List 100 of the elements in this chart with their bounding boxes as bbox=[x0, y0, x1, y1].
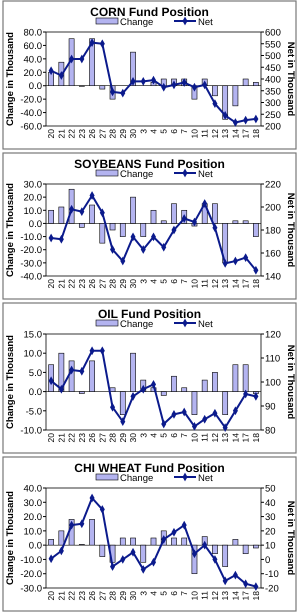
x-tick-label: 18 bbox=[250, 590, 261, 600]
chart-title: CORN Fund Position bbox=[90, 5, 209, 19]
x-tick-label: 18 bbox=[250, 278, 261, 288]
legend-label: Change bbox=[120, 169, 154, 180]
x-tick-label: 23 bbox=[76, 128, 87, 138]
x-tick-label: 13 bbox=[220, 590, 230, 600]
x-tick-label: 27 bbox=[97, 590, 108, 600]
x-tick-label: 10 bbox=[189, 128, 200, 138]
legend-label: Net bbox=[198, 473, 214, 484]
x-tick-label: 11 bbox=[200, 128, 210, 138]
y-tick-label: 10.0 bbox=[24, 348, 42, 360]
y-axis-title: Change in Thousand bbox=[5, 334, 16, 429]
y2-tick-label: 160 bbox=[265, 248, 281, 260]
y2-tick-label: 80 bbox=[265, 426, 276, 436]
x-tick-label: 28 bbox=[108, 590, 118, 600]
x-tick-label: 23 bbox=[76, 590, 87, 600]
x-tick-label: 7 bbox=[179, 278, 190, 284]
x-tick-label: 21 bbox=[56, 278, 66, 288]
y-tick-label: -5.0 bbox=[26, 406, 42, 418]
x-tick-label: 11 bbox=[200, 590, 210, 600]
x-tick-label: 30 bbox=[128, 590, 138, 600]
y-tick-label: -20.0 bbox=[20, 94, 42, 106]
y-tick-label: -40.0 bbox=[20, 272, 42, 282]
y-tick-label: -10.0 bbox=[20, 232, 42, 244]
y-axis-title: Change in Thousand bbox=[5, 32, 16, 126]
x-tick-label: 7 bbox=[179, 432, 190, 438]
x-tick-label: 4 bbox=[148, 128, 158, 134]
y2-tick-label: -10 bbox=[265, 569, 279, 580]
x-tick-label: 6 bbox=[168, 432, 179, 438]
x-tick-label: 22 bbox=[66, 590, 77, 600]
x-tick-label: 10 bbox=[189, 432, 200, 442]
x-tick-label: 7 bbox=[179, 128, 190, 134]
y2-tick-label: 350 bbox=[265, 86, 281, 98]
y-tick-label: 0.0 bbox=[28, 540, 42, 552]
y2-axis-title: Net in Thousand bbox=[285, 192, 296, 268]
x-tick-label: 3 bbox=[138, 128, 148, 134]
x-tick-label: 23 bbox=[76, 432, 87, 442]
legend-label: Change bbox=[120, 473, 154, 484]
y-tick-label: 0.0 bbox=[28, 81, 42, 92]
x-tick-label: 18 bbox=[250, 128, 261, 138]
y-tick-label: 30.0 bbox=[24, 498, 42, 509]
y-tick-label: -10.0 bbox=[20, 426, 42, 436]
legend-label: Net bbox=[198, 319, 214, 330]
x-tick-label: 5 bbox=[158, 278, 169, 284]
chart-title: SOYBEANS Fund Position bbox=[74, 157, 225, 171]
y2-tick-label: 30 bbox=[265, 512, 276, 524]
x-tick-label: 29 bbox=[118, 432, 128, 442]
x-tick-label: 5 bbox=[158, 128, 169, 134]
x-tick-label: 26 bbox=[87, 128, 98, 138]
x-tick-label: 27 bbox=[97, 278, 108, 288]
x-tick-label: 22 bbox=[66, 128, 77, 138]
y2-tick-label: 40 bbox=[265, 498, 276, 509]
x-tick-label: 17 bbox=[240, 278, 251, 288]
x-tick-label: 12 bbox=[210, 432, 220, 442]
x-tick-label: 22 bbox=[66, 278, 77, 288]
x-tick-label: 4 bbox=[148, 278, 158, 284]
x-tick-label: 20 bbox=[46, 278, 56, 288]
x-tick-label: 28 bbox=[108, 432, 118, 442]
x-tick-label: 28 bbox=[108, 278, 118, 288]
y-tick-label: 0.0 bbox=[28, 387, 42, 398]
x-tick-label: 27 bbox=[97, 432, 108, 442]
y-tick-label: 80.0 bbox=[24, 28, 42, 38]
x-tick-label: 10 bbox=[189, 590, 200, 600]
y2-tick-label: 120 bbox=[265, 330, 281, 340]
x-tick-label: 5 bbox=[158, 432, 169, 438]
x-tick-label: 7 bbox=[179, 590, 190, 596]
x-tick-label: 3 bbox=[138, 432, 148, 438]
y2-tick-label: -20 bbox=[265, 584, 279, 594]
y2-tick-label: 10 bbox=[265, 540, 276, 552]
x-tick-label: 14 bbox=[230, 432, 240, 442]
y2-tick-label: 90 bbox=[265, 402, 276, 412]
y2-tick-label: 600 bbox=[265, 28, 281, 38]
x-tick-label: 20 bbox=[46, 590, 56, 600]
x-tick-label: 13 bbox=[220, 278, 230, 288]
y-tick-label: 60.0 bbox=[24, 40, 42, 52]
y-tick-label: 10.0 bbox=[24, 206, 42, 217]
x-tick-label: 14 bbox=[230, 590, 240, 600]
x-tick-label: 27 bbox=[97, 128, 108, 138]
y2-tick-label: 220 bbox=[265, 180, 281, 190]
x-tick-label: 5 bbox=[158, 590, 169, 596]
x-tick-label: 6 bbox=[168, 278, 179, 284]
y2-tick-label: 50 bbox=[265, 484, 276, 494]
x-tick-label: 12 bbox=[210, 590, 220, 600]
y2-tick-label: 180 bbox=[265, 226, 281, 236]
x-tick-label: 30 bbox=[128, 128, 138, 138]
x-tick-label: 13 bbox=[220, 432, 230, 442]
legend-label: Net bbox=[198, 17, 214, 28]
x-tick-label: 29 bbox=[118, 590, 128, 600]
x-tick-label: 11 bbox=[200, 278, 210, 288]
y2-tick-label: 100 bbox=[265, 378, 281, 388]
y-tick-label: -60.0 bbox=[20, 122, 42, 132]
y-tick-label: -30.0 bbox=[20, 258, 42, 270]
x-tick-label: 29 bbox=[118, 128, 128, 138]
x-tick-label: 6 bbox=[168, 128, 179, 134]
y2-tick-label: 0 bbox=[265, 554, 270, 566]
x-tick-label: 21 bbox=[56, 128, 66, 138]
y2-tick-label: 300 bbox=[265, 98, 281, 109]
x-tick-label: 20 bbox=[46, 128, 56, 138]
y2-tick-label: 500 bbox=[265, 51, 281, 62]
x-tick-label: 12 bbox=[210, 128, 220, 138]
